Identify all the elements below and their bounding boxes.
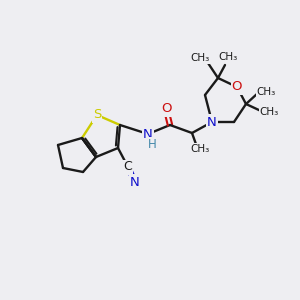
Text: H: H [148,137,156,151]
Text: CH₃: CH₃ [260,107,279,117]
Text: O: O [232,80,242,94]
Text: CH₃: CH₃ [190,144,210,154]
Text: N: N [207,116,217,128]
Text: CH₃: CH₃ [190,53,210,63]
Text: S: S [93,109,101,122]
Text: N: N [143,128,153,140]
Text: N: N [130,176,140,188]
Text: O: O [161,103,171,116]
Text: C: C [124,160,132,173]
Text: CH₃: CH₃ [218,52,238,62]
Text: CH₃: CH₃ [256,87,276,97]
